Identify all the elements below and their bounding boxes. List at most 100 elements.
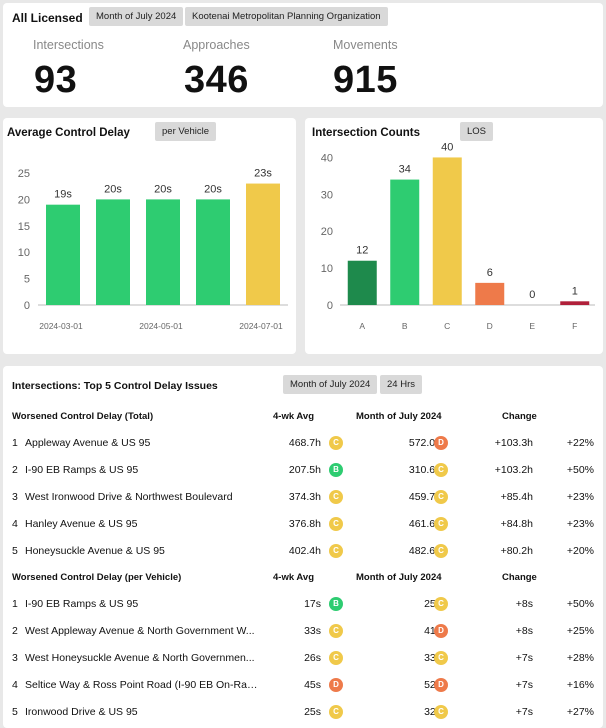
col-header-month: Month of July 2024 [356, 411, 442, 422]
row-rank: 3 [12, 490, 18, 503]
row-rank: 5 [12, 705, 18, 718]
change-percent: +22% [566, 436, 594, 449]
delay-bar-data-label: 20s [104, 183, 122, 195]
change-percent: +23% [566, 490, 594, 503]
intersection-name-link[interactable]: Hanley Avenue & US 95 [25, 517, 138, 530]
four-week-avg-value: 468.7h [288, 436, 321, 449]
delay-x-tick-label: 2024-07-01 [239, 321, 283, 331]
los-badge: C [434, 704, 448, 719]
table-row[interactable]: 4 Hanley Avenue & US 95 376.8h C 461.6h C +84.… [3, 510, 603, 537]
col-header-month: Month of July 2024 [356, 572, 442, 583]
four-week-avg-value: 402.4h [288, 544, 321, 557]
counts-bar [390, 179, 420, 305]
intersection-name-link[interactable]: I-90 EB Ramps & US 95 [25, 463, 139, 476]
delay-x-tick-label: 2024-05-01 [139, 321, 183, 331]
counts-bar [475, 282, 505, 305]
los-chip[interactable]: LOS [460, 122, 494, 141]
delay-chart-title: Average Control Delay [7, 127, 130, 139]
delay-y-tick-label: 0 [24, 300, 30, 312]
kpi-approaches-label: Approaches [183, 38, 250, 52]
delay-bar-data-label: 20s [154, 183, 172, 195]
delay-y-tick-label: 20 [18, 194, 30, 206]
change-value: +103.2h [494, 463, 533, 476]
delay-per-vehicle-chip[interactable]: per Vehicle [155, 122, 217, 141]
intersection-name-link[interactable]: I-90 EB Ramps & US 95 [25, 597, 139, 610]
row-rank: 2 [12, 624, 18, 637]
section-heading: Worsened Control Delay (Total) [12, 411, 154, 422]
delay-bar [246, 183, 280, 305]
los-badge: B [329, 462, 343, 477]
counts-bar-chart: 0 10 20 30 40 12 A 34 B 40 C 6 D 0 E 1 F [321, 141, 595, 331]
top5-window-chip[interactable]: 24 Hrs [380, 375, 422, 394]
counts-y-tick-label: 20 [321, 226, 333, 238]
table-row[interactable]: 4 Seltice Way & Ross Point Road (I-90 EB … [3, 671, 603, 698]
table-row[interactable]: 1 Appleway Avenue & US 95 468.7h C 572.0h D +1… [3, 429, 603, 456]
delay-bar-data-label: 23s [254, 168, 272, 180]
delay-y-tick-label: 25 [18, 168, 30, 180]
top5-card: Intersections: Top 5 Control Delay Issue… [3, 366, 603, 728]
delay-y-tick-label: 15 [18, 221, 30, 233]
kpi-movements-value: 915 [333, 59, 398, 101]
counts-x-tick-label: C [444, 321, 450, 331]
los-badge: D [329, 677, 343, 692]
change-value: +8s [515, 597, 533, 610]
counts-y-tick-label: 0 [327, 300, 333, 312]
kpi-movements-label: Movements [333, 38, 398, 52]
change-percent: +16% [566, 678, 594, 691]
col-header-avg: 4-wk Avg [273, 572, 315, 583]
delay-bar-chart: 0 5 10 15 20 25 19s 2024-03-01 20s 20s 2024-05-01 2… [18, 168, 288, 331]
counts-y-tick-label: 30 [321, 189, 333, 201]
row-rank: 2 [12, 463, 18, 476]
kpi-intersections-label: Intersections [33, 38, 104, 52]
change-percent: +27% [566, 705, 594, 718]
table-row[interactable]: 1 I-90 EB Ramps & US 95 17s B 25s C +8s +50% [3, 590, 603, 617]
row-rank: 1 [12, 597, 18, 610]
delay-bar [96, 199, 130, 305]
delay-bar [46, 204, 80, 305]
row-rank: 4 [12, 678, 18, 691]
four-week-avg-value: 45s [304, 678, 321, 691]
counts-chart-title: Intersection Counts [312, 127, 420, 139]
four-week-avg-value: 26s [304, 651, 321, 664]
table-row[interactable]: 2 I-90 EB Ramps & US 95 207.5h B 310.6h C +103… [3, 456, 603, 483]
los-badge: C [434, 462, 448, 477]
top5-title: Intersections: Top 5 Control Delay Issue… [12, 380, 218, 392]
intersection-name-link[interactable]: Appleway Avenue & US 95 [25, 436, 151, 449]
change-value: +80.2h [500, 544, 533, 557]
month-value: 572.0h [408, 436, 441, 449]
intersection-name-link[interactable]: West Appleway Avenue & North Government … [25, 624, 255, 637]
table-row[interactable]: 5 Honeysuckle Avenue & US 95 402.4h C 482.6h… [3, 537, 603, 564]
col-header-change: Change [502, 572, 537, 583]
month-value: 461.6h [408, 517, 441, 530]
counts-x-tick-label: F [572, 321, 577, 331]
los-badge: C [329, 704, 343, 719]
table-row[interactable]: 3 West Honeysuckle Avenue & North Governm… [3, 644, 603, 671]
intersection-name-link[interactable]: Ironwood Drive & US 95 [25, 705, 138, 718]
counts-x-tick-label: E [529, 321, 535, 331]
los-badge: D [434, 677, 448, 692]
counts-x-tick-label: A [359, 321, 365, 331]
change-percent: +28% [566, 651, 594, 664]
change-value: +84.8h [500, 517, 533, 530]
table-row[interactable]: 2 West Appleway Avenue & North Government… [3, 617, 603, 644]
los-badge: C [434, 489, 448, 504]
change-percent: +50% [566, 463, 594, 476]
period-filter-chip[interactable]: Month of July 2024 [89, 7, 184, 26]
intersection-name-link[interactable]: Seltice Way & Ross Point Road (I-90 EB O… [25, 678, 265, 691]
intersection-name-link[interactable]: West Honeysuckle Avenue & North Governme… [25, 651, 255, 664]
organization-filter-chip[interactable]: Kootenai Metropolitan Planning Organizat… [185, 7, 388, 26]
top5-period-chip[interactable]: Month of July 2024 [283, 375, 378, 394]
los-badge: C [329, 435, 343, 450]
intersection-name-link[interactable]: West Ironwood Drive & Northwest Boulevar… [25, 490, 233, 503]
four-week-avg-value: 25s [304, 705, 321, 718]
table-row[interactable]: 5 Ironwood Drive & US 95 25s C 32s C +7s +27% [3, 698, 603, 725]
intersection-name-link[interactable]: Honeysuckle Avenue & US 95 [25, 544, 165, 557]
counts-bar-data-label: 40 [441, 141, 453, 153]
delay-chart-card: Average Control Delay per Vehicle 0 5 10 15… [3, 118, 296, 354]
counts-y-tick-label: 10 [321, 263, 333, 275]
los-badge: C [434, 543, 448, 558]
los-badge: D [434, 623, 448, 638]
table-row[interactable]: 3 West Ironwood Drive & Northwest Bouleva… [3, 483, 603, 510]
month-value: 482.6h [408, 544, 441, 557]
delay-bar [146, 199, 180, 305]
